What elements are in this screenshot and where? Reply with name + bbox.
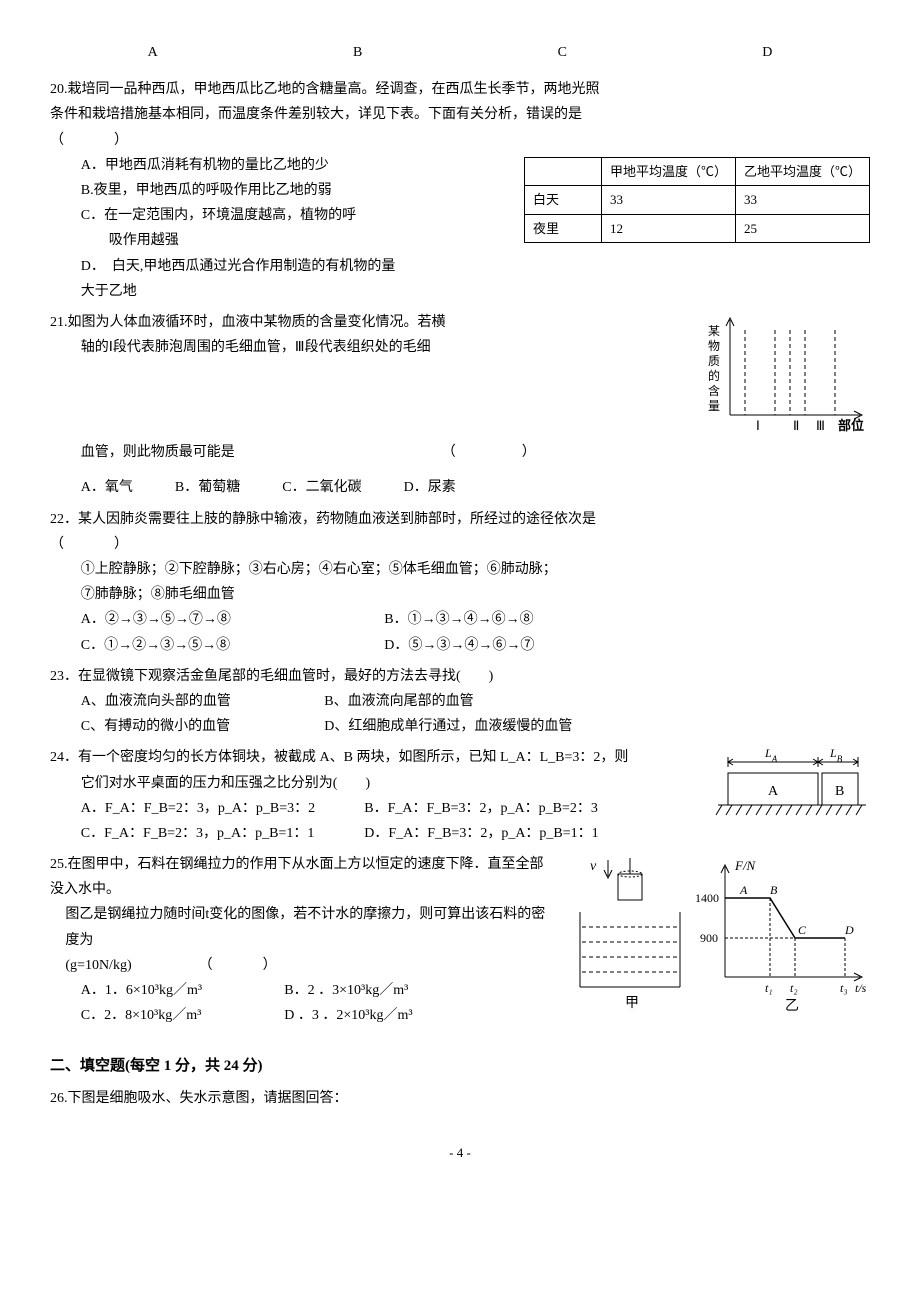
q21-xtick-3: Ⅲ	[816, 418, 825, 433]
q23-optB: B、血液流向尾部的血管	[324, 694, 473, 709]
q20-table-blank	[524, 157, 601, 185]
opt-letter-d: D	[762, 40, 772, 65]
q21-xtick-1: Ⅰ	[756, 418, 760, 433]
q20-optD1: D． 白天,甲地西瓜通过光合作用制造的有机物的量	[50, 254, 870, 279]
q22-row1: A．②→③→⑤→⑦→⑧ B．①→③→④→⑥→⑧	[50, 607, 870, 632]
q25-jia-label: 甲	[625, 996, 639, 1011]
q24-LB: LB	[829, 746, 843, 764]
q24-figure-svg: LA LB A B	[710, 745, 870, 825]
q25-ptB: B	[770, 883, 778, 897]
q22-items2: ⑦肺静脉；⑧肺毛细血管	[50, 582, 870, 607]
q21-ylabel-4: 的	[708, 368, 720, 383]
q24-optD: D．F_A：F_B=3：2，p_A：p_B=1：1	[364, 826, 598, 841]
q24-figure: LA LB A B	[710, 745, 870, 834]
q23-optA: A、血液流向头部的血管	[81, 689, 321, 714]
q25-optD: D ．3 ．2×10³kg／m³	[284, 1008, 412, 1023]
q23-optD: D、红细胞成单行通过，血液缓慢的血管	[324, 719, 572, 734]
page-number: - 4 -	[50, 1141, 870, 1164]
opt-letter-a: A	[148, 40, 158, 65]
q25-optB: B．2 ．3×10³kg／m³	[284, 983, 408, 998]
question-22: 22．某人因肺炎需要往上肢的静脉中输液，药物随血液送到肺部时，所经过的途径依次是…	[50, 507, 870, 658]
q26-stem: 下图是细胞吸水、失水示意图，请据图回答：	[68, 1091, 348, 1106]
q25-figure: v 甲	[560, 852, 870, 1031]
q25-y1400: 1400	[695, 891, 719, 905]
question-24: LA LB A B	[50, 745, 870, 846]
q25-y900: 900	[700, 931, 718, 945]
q20-stem-1: 20.栽培同一品种西瓜，甲地西瓜比乙地的含糖量高。经调查，在西瓜生长季节，两地光…	[50, 77, 870, 102]
q25-ptA: A	[739, 883, 748, 897]
q23-row2: C、有搏动的微小的血管 D、红细胞成单行通过，血液缓慢的血管	[50, 714, 870, 739]
q21-ylabel-5: 含	[708, 383, 720, 398]
q22-optD: D．⑤→③→④→⑥→⑦	[384, 638, 534, 653]
q21-ylabel-1: 某	[708, 324, 720, 338]
q22-optA: A．②→③→⑤→⑦→⑧	[81, 607, 381, 632]
q25-ptD: D	[844, 923, 854, 937]
q21-xtick-2: Ⅱ	[793, 418, 799, 433]
q21-ylabel-3: 质	[708, 354, 720, 368]
q25-xt1: t₁	[765, 981, 773, 995]
option-letters-row: A B C D	[50, 40, 870, 65]
q25-xt2: t₂	[790, 981, 798, 995]
q24-LA: LA	[764, 746, 778, 764]
q21-ylabel-6: 量	[708, 399, 720, 413]
q21-chart: 某 物 质 的 含 量 Ⅰ Ⅱ Ⅲ 部位	[690, 310, 870, 449]
question-26: 26.下图是细胞吸水、失水示意图，请据图回答：	[50, 1086, 870, 1111]
q22-optC: C．①→②→③→⑤→⑧	[81, 633, 381, 658]
svg-text:v: v	[590, 859, 597, 874]
q20-r2-c2: 25	[735, 214, 869, 242]
q24-optC: C．F_A：F_B=2：3，p_A：p_B=1：1	[81, 821, 361, 846]
q20-paren: （ ）	[50, 128, 870, 153]
q21-ylabel-2: 物	[708, 339, 720, 353]
question-25: v 甲	[50, 852, 870, 1031]
q25-fig-jia: v 甲	[580, 858, 680, 1011]
q20-table-h1: 甲地平均温度（℃）	[601, 157, 735, 185]
q22-paren: （ ）	[50, 532, 870, 557]
q21-chart-svg: 某 物 质 的 含 量 Ⅰ Ⅱ Ⅲ 部位	[690, 310, 870, 440]
q23-optC: C、有搏动的微小的血管	[81, 714, 321, 739]
q22-stem: 22．某人因肺炎需要往上肢的静脉中输液，药物随血液送到肺部时，所经过的途径依次是	[50, 507, 870, 532]
q20-r2-c0: 夜里	[524, 214, 601, 242]
q22-items: ①上腔静脉；②下腔静脉；③右心房；④右心室；⑤体毛细血管；⑥肺动脉；	[50, 557, 870, 582]
q20-table-h2: 乙地平均温度（℃）	[735, 157, 869, 185]
q25-fig-yi: F/N 1400 900 A B C D t₁ t₂ t₃	[695, 858, 867, 1014]
opt-letter-c: C	[558, 40, 567, 65]
q25-figure-svg: v 甲	[560, 852, 870, 1022]
question-20: 20.栽培同一品种西瓜，甲地西瓜比乙地的含糖量高。经调查，在西瓜生长季节，两地光…	[50, 77, 870, 304]
q24-A-label: A	[768, 784, 779, 799]
q25-ptC: C	[798, 923, 807, 937]
q20-r1-c0: 白天	[524, 186, 601, 214]
q20-r1-c1: 33	[601, 186, 735, 214]
q20-table: 甲地平均温度（℃） 乙地平均温度（℃） 白天 33 33 夜里 12 25	[524, 157, 870, 243]
q21-opts: A．氧气 B．葡萄糖 C．二氧化碳 D．尿素	[50, 475, 870, 500]
q21-xlabel: 部位	[838, 418, 864, 433]
q23-row1: A、血液流向头部的血管 B、血液流向尾部的血管	[50, 689, 870, 714]
q20-optD2: 大于乙地	[50, 279, 870, 304]
q24-optB: B．F_A：F_B=3：2，p_A：p_B=2：3	[364, 801, 598, 816]
q24-optA: A．F_A：F_B=2：3，p_A：p_B=3：2	[81, 796, 361, 821]
q20-stem-2: 条件和栽培措施基本相同，而温度条件差别较大，详见下表。下面有关分析，错误的是	[50, 102, 870, 127]
q25-optA: A．1．6×10³kg／m³	[81, 978, 281, 1003]
q20-r1-c2: 33	[735, 186, 869, 214]
q23-stem: 23．在显微镜下观察活金鱼尾部的毛细血管时，最好的方法去寻找( )	[50, 664, 870, 689]
q24-B-label: B	[835, 784, 844, 799]
question-21: 某 物 质 的 含 量 Ⅰ Ⅱ Ⅲ 部位 21.如图为人体血液循环时，血液中某物…	[50, 310, 870, 501]
q25-yi-label: 乙	[785, 998, 799, 1014]
section-2-title: 二、填空题(每空 1 分，共 24 分)	[50, 1053, 870, 1080]
q25-xt3: t₃	[840, 981, 848, 995]
q25-ylabel: F/N	[734, 858, 757, 873]
q20-r2-c1: 12	[601, 214, 735, 242]
opt-letter-b: B	[353, 40, 362, 65]
q25-optC: C．2．8×10³kg／m³	[81, 1003, 281, 1028]
q22-optB: B．①→③→④→⑥→⑧	[384, 612, 533, 627]
question-23: 23．在显微镜下观察活金鱼尾部的毛细血管时，最好的方法去寻找( ) A、血液流向…	[50, 664, 870, 740]
q22-row2: C．①→②→③→⑤→⑧ D．⑤→③→④→⑥→⑦	[50, 633, 870, 658]
q25-xlabel: t/s	[855, 981, 867, 995]
